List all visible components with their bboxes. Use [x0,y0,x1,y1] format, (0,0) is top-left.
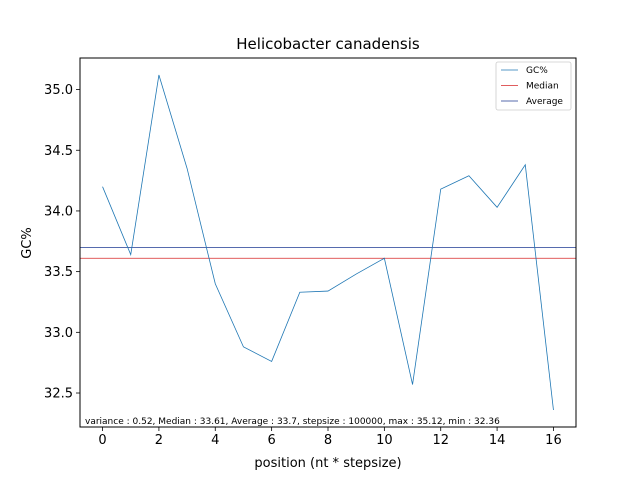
x-tick-label: 4 [211,433,219,448]
legend-label: Median [526,82,559,92]
y-axis-ticks: 32.5 33.0 33.5 34.0 34.5 35.0 [44,83,80,402]
legend-label: GC% [526,66,548,76]
plot-area [80,74,576,411]
x-tick-label: 0 [98,433,106,448]
x-tick-label: 10 [376,433,393,448]
y-tick-label: 33.0 [44,326,73,341]
y-tick-label: 35.0 [44,83,73,98]
x-tick-label: 8 [324,433,332,448]
x-tick-label: 12 [432,433,449,448]
legend-box [495,61,572,111]
axes-frame [79,57,577,428]
x-tick-label: 2 [155,433,163,448]
legend-label: Average [526,97,563,107]
x-axis-ticks: 0 2 4 6 8 10 12 14 16 [98,427,562,448]
x-tick-label: 16 [545,433,562,448]
x-tick-label: 14 [489,433,506,448]
x-axis-label: position (nt * stepsize) [254,456,401,471]
y-tick-label: 34.5 [44,144,73,159]
stats-annotation: variance : 0.52, Median : 33.61, Average… [85,417,500,427]
x-tick-label: 6 [267,433,275,448]
legend: GC% Median Average [495,61,572,111]
chart-title: Helicobacter canadensis [236,35,420,53]
gc-series-line [102,74,554,411]
y-axis-label: GC% [20,227,35,259]
y-tick-label: 34.0 [44,204,73,219]
y-tick-label: 33.5 [44,265,73,280]
y-tick-label: 32.5 [44,387,73,402]
